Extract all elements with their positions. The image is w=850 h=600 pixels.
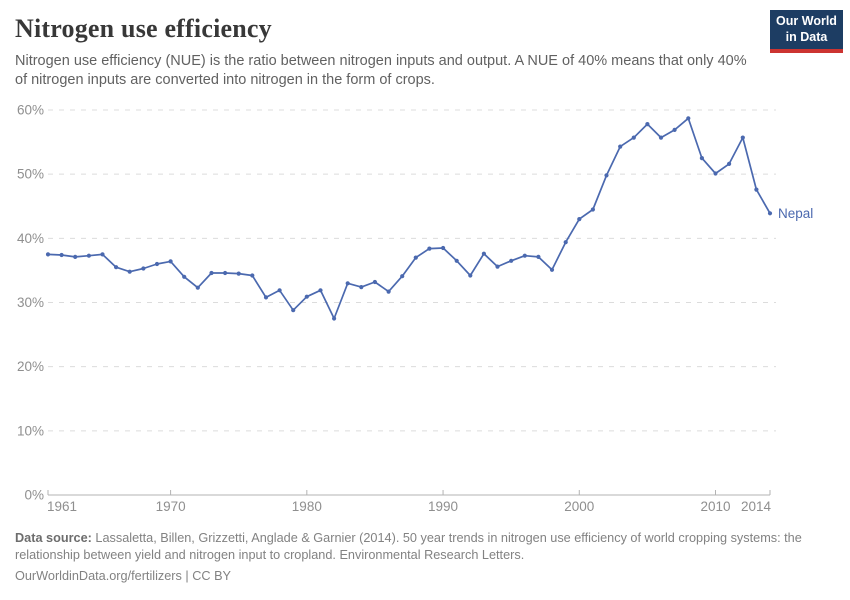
data-point <box>522 253 527 258</box>
data-point <box>427 246 432 251</box>
data-point <box>304 294 309 299</box>
data-point <box>154 261 160 267</box>
data-point <box>59 252 64 258</box>
license-line: OurWorldinData.org/fertilizers | CC BY <box>15 568 827 585</box>
data-point <box>699 156 705 161</box>
data-point <box>740 135 745 140</box>
chart-footer: Data source: Lassaletta, Billen, Grizzet… <box>15 530 827 584</box>
data-point <box>468 273 473 278</box>
data-point <box>618 144 623 149</box>
data-point <box>141 266 146 271</box>
y-axis-label: 20% <box>17 359 44 374</box>
data-point <box>345 281 350 286</box>
data-source-text: Lassaletta, Billen, Grizzetti, Anglade &… <box>15 531 802 562</box>
data-point <box>127 269 132 274</box>
data-point <box>168 259 173 264</box>
data-point <box>86 253 91 258</box>
y-axis-label: 10% <box>17 423 44 438</box>
data-source-label: Data source: <box>15 531 92 545</box>
data-point <box>481 251 486 256</box>
data-point <box>195 285 200 290</box>
data-point <box>332 316 337 321</box>
y-axis-label: 40% <box>17 231 44 246</box>
data-point <box>223 270 228 276</box>
data-point <box>536 254 541 259</box>
data-point <box>631 135 636 140</box>
data-point <box>563 240 568 245</box>
data-point <box>100 252 105 257</box>
data-point <box>495 264 500 269</box>
x-axis-label: 2000 <box>564 499 594 514</box>
data-point <box>454 258 459 263</box>
data-point <box>441 245 446 251</box>
data-point <box>291 308 296 313</box>
data-point <box>372 279 377 285</box>
data-point <box>604 173 609 178</box>
data-source-note: Data source: Lassaletta, Billen, Grizzet… <box>15 530 827 564</box>
data-point <box>509 258 514 263</box>
data-point <box>45 252 51 257</box>
y-axis-label: 60% <box>17 103 44 118</box>
data-point <box>386 289 391 294</box>
data-point <box>263 295 269 300</box>
data-point <box>250 273 255 278</box>
nepal-line-series <box>47 117 771 320</box>
owid-url-link[interactable]: OurWorldinData.org/fertilizers <box>15 568 182 583</box>
data-point <box>359 285 364 290</box>
data-point <box>686 116 691 121</box>
data-point <box>182 274 187 279</box>
data-point <box>645 122 650 127</box>
data-point <box>209 270 214 276</box>
y-axis-label: 30% <box>17 295 44 310</box>
owid-logo-line2: in Data <box>785 29 828 44</box>
data-point <box>73 254 78 259</box>
x-axis-label: 2014 <box>741 499 772 514</box>
separator: | <box>185 568 189 583</box>
data-point <box>767 211 773 216</box>
data-point <box>577 217 582 222</box>
data-point <box>658 135 664 140</box>
data-point <box>672 127 677 132</box>
page-title: Nitrogen use efficiency <box>15 14 272 43</box>
data-point <box>549 267 555 272</box>
x-axis-label: 1961 <box>47 499 77 514</box>
series-label-nepal[interactable]: Nepal <box>778 206 813 221</box>
data-point <box>277 288 282 293</box>
chart-subtitle: Nitrogen use efficiency (NUE) is the rat… <box>15 53 747 89</box>
x-axis-label: 1980 <box>292 499 322 514</box>
data-point <box>114 265 119 270</box>
data-point <box>318 288 323 293</box>
data-point <box>236 271 241 276</box>
data-point <box>590 207 596 212</box>
x-axis-label: 1970 <box>156 499 186 514</box>
data-point <box>400 274 405 279</box>
y-axis-label: 0% <box>24 488 44 503</box>
y-axis-label: 50% <box>17 167 44 182</box>
license-label: CC BY <box>192 568 232 583</box>
x-axis-label: 2010 <box>700 499 730 514</box>
owid-logo-line1: Our World <box>776 14 837 29</box>
data-point <box>754 187 759 192</box>
data-point <box>727 161 732 166</box>
x-axis-label: 1990 <box>428 499 458 514</box>
data-point <box>713 171 718 176</box>
data-point <box>413 255 418 260</box>
owid-logo[interactable]: Our World in Data <box>770 10 843 53</box>
